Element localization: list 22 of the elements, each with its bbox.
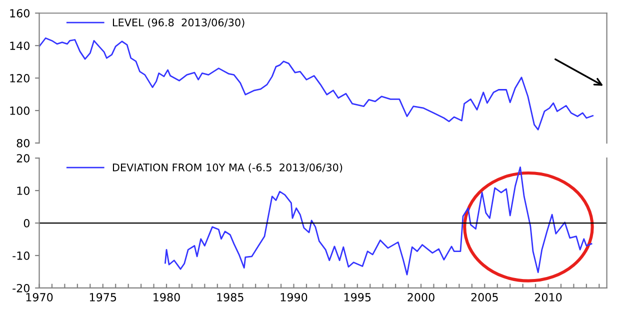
y-tick-label: 160 (10, 9, 30, 18)
x-tick-label: 1990 (280, 293, 308, 302)
y-tick-label: 0 (24, 219, 30, 228)
y-tick-label: 140 (10, 42, 30, 50)
y-tick-label: 10 (17, 186, 30, 195)
y-tick-label: -20 (12, 284, 30, 292)
y-tick-label: 80 (16, 138, 30, 148)
x-tick-label: 1985 (217, 293, 244, 302)
y-tick-label: 100 (10, 106, 30, 115)
x-tick-label: 2000 (408, 293, 434, 302)
legend-label: LEVEL (96.8 2013/06/30) (112, 18, 244, 28)
y-tick-label: 20 (16, 154, 30, 162)
x-tick-label: 1970 (26, 293, 53, 302)
x-tick-label: 1975 (90, 293, 116, 302)
legend-label: DEVIATION FROM 10Y MA (-6.5 2013/06/30) (112, 163, 342, 173)
y-tick-label: 120 (10, 74, 30, 82)
x-tick-label: 1980 (154, 293, 180, 302)
x-tick-label: 2010 (534, 293, 562, 302)
x-tick-label: 1995 (344, 293, 371, 302)
line-series (39, 37, 594, 130)
x-tick-label: 2005 (471, 293, 498, 302)
y-tick-label: -10 (12, 251, 30, 260)
